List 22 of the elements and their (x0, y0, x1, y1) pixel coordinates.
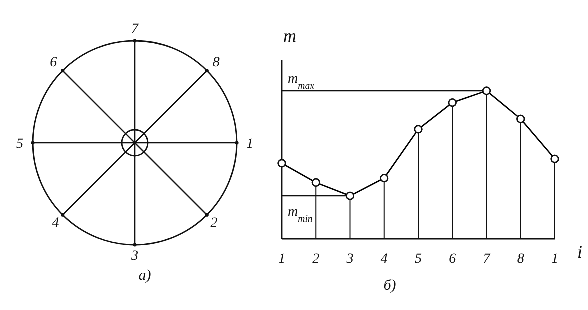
text: б) (384, 278, 396, 294)
text: 1 (246, 136, 254, 152)
x-tick-label: 1 (278, 252, 286, 267)
x-tick-label: 7 (483, 252, 492, 267)
x-tick-label: 5 (415, 252, 422, 267)
x-tick-label: 4 (380, 252, 388, 267)
text: 8 (212, 56, 220, 71)
x-tick-label: 6 (449, 252, 456, 267)
text: 6 (50, 56, 58, 71)
x-tick-label: 3 (346, 252, 354, 267)
x-tick-label: 2 (312, 252, 320, 267)
text: 5 (16, 136, 24, 152)
x-tick-label: 1 (552, 252, 558, 267)
ref-line-label: m$_{max}$ (288, 72, 316, 92)
x-axis-title: i (577, 242, 583, 262)
y-axis-title: m (284, 26, 296, 46)
text: а) (138, 268, 152, 284)
text: 4 (52, 216, 60, 232)
x-tick-label: 8 (517, 252, 524, 267)
ref-line-label: m$_{min}$ (288, 205, 313, 225)
text: 2 (210, 216, 218, 232)
text: 7 (132, 22, 140, 37)
